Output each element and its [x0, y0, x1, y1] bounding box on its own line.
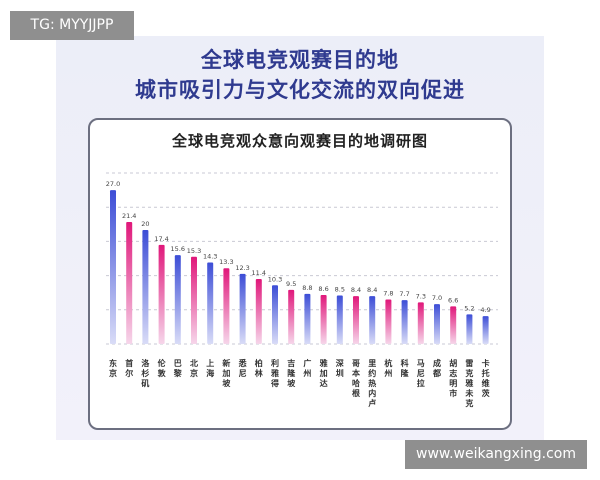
bar-上海 — [207, 262, 214, 344]
bar-首尔 — [126, 222, 133, 344]
value-label: 15.6 — [171, 245, 185, 253]
value-label: 8.6 — [318, 285, 328, 293]
value-label: 13.3 — [219, 258, 233, 266]
bar-chart: 27.0 21.4 20 17.415.6 15.314.313.312.311.410… — [106, 172, 498, 408]
bar-胡志明市 — [450, 306, 457, 344]
category-label: 马尼拉 — [417, 359, 425, 388]
value-label: 12.3 — [235, 264, 249, 272]
value-label: 4.9 — [480, 306, 490, 314]
category-label: 上海 — [206, 358, 214, 378]
bar-洛杉矶 — [142, 230, 149, 344]
category-label: 利雅得 — [270, 358, 279, 388]
category-label: 首尔 — [124, 358, 133, 378]
category-label: 雅加达 — [319, 358, 328, 388]
value-labels: 27.0 21.4 20 17.415.6 15.314.313.312.311.410… — [106, 180, 491, 314]
category-label: 广州 — [302, 358, 311, 378]
value-label: 17.4 — [154, 235, 168, 243]
bar-卡托维茨 — [482, 316, 489, 344]
value-label: 7.8 — [383, 290, 393, 298]
bar-成都 — [434, 304, 440, 344]
category-label: 柏林 — [255, 358, 263, 378]
category-label: 哥本哈根 — [351, 359, 360, 398]
bar-伦敦 — [158, 244, 165, 344]
value-label: 8.4 — [367, 286, 377, 294]
bar-深圳 — [336, 295, 343, 344]
category-label: 吉隆坡 — [287, 358, 296, 388]
value-label: 9.5 — [286, 280, 296, 288]
bar-新加坡 — [223, 268, 230, 344]
bar-吉隆坡 — [288, 289, 295, 344]
headline-line-2: 城市吸引力与文化交流的双向促进 — [135, 78, 465, 102]
bar-雷克雅未克 — [466, 314, 473, 344]
value-label: 15.3 — [187, 247, 201, 255]
bar-巴黎 — [174, 255, 181, 344]
value-label: 8.5 — [335, 286, 345, 294]
value-label: 14.3 — [203, 252, 217, 260]
category-label: 悉尼 — [238, 358, 248, 378]
value-label: 8.8 — [302, 284, 312, 292]
bar-马尼拉 — [417, 302, 424, 344]
category-label: 胡志明市 — [449, 358, 457, 398]
value-label: 7.7 — [399, 290, 409, 298]
watermark-top-left: TG: MYYJJPP — [10, 11, 134, 40]
category-label: 深圳 — [336, 358, 344, 378]
bars — [110, 190, 489, 344]
category-labels: 东京首尔洛杉矶伦敦巴黎北京上海新加坡悉尼柏林利雅得吉隆坡广州雅加达深圳哥本哈根里… — [109, 358, 490, 408]
bar-里约热内卢 — [369, 296, 376, 344]
value-label: 20 — [141, 220, 149, 228]
value-label: 21.4 — [122, 212, 136, 220]
value-label: 10.3 — [268, 275, 282, 283]
category-label: 科隆 — [401, 358, 410, 378]
value-label: 6.6 — [448, 296, 458, 304]
watermark-bottom-right: www.weikangxing.com — [405, 440, 587, 469]
value-label: 7.0 — [432, 294, 442, 302]
bar-广州 — [304, 293, 311, 344]
bar-科隆 — [401, 300, 408, 344]
category-label: 东京 — [109, 358, 117, 378]
grid-lines — [106, 172, 498, 345]
bar-柏林 — [255, 279, 262, 344]
category-label: 卡托维茨 — [482, 358, 490, 398]
chart-title: 全球电竞观众意向观赛目的地调研图 — [171, 132, 428, 150]
category-label: 巴黎 — [174, 359, 182, 378]
category-label: 洛杉矶 — [141, 358, 150, 388]
bar-利雅得 — [272, 285, 278, 344]
category-label: 伦敦 — [158, 358, 167, 378]
value-label: 27.0 — [106, 180, 120, 188]
bar-北京 — [191, 256, 197, 344]
category-label: 成都 — [432, 358, 441, 378]
bar-悉尼 — [239, 273, 246, 344]
category-label: 北京 — [190, 358, 198, 378]
value-label: 7.3 — [416, 292, 426, 300]
value-label: 8.4 — [351, 286, 361, 294]
bar-杭州 — [385, 299, 392, 344]
category-label: 里约热内卢 — [368, 359, 376, 408]
category-label: 杭州 — [383, 358, 392, 378]
value-label: 11.4 — [252, 269, 266, 277]
category-label: 新加坡 — [221, 358, 231, 388]
value-label: 5.2 — [464, 304, 474, 312]
category-label: 雷克雅未克 — [464, 359, 473, 408]
bar-哥本哈根 — [353, 296, 359, 344]
bar-东京 — [110, 190, 116, 344]
bar-雅加达 — [320, 294, 327, 344]
headline-line-1: 全球电竞观赛目的地 — [201, 48, 399, 72]
